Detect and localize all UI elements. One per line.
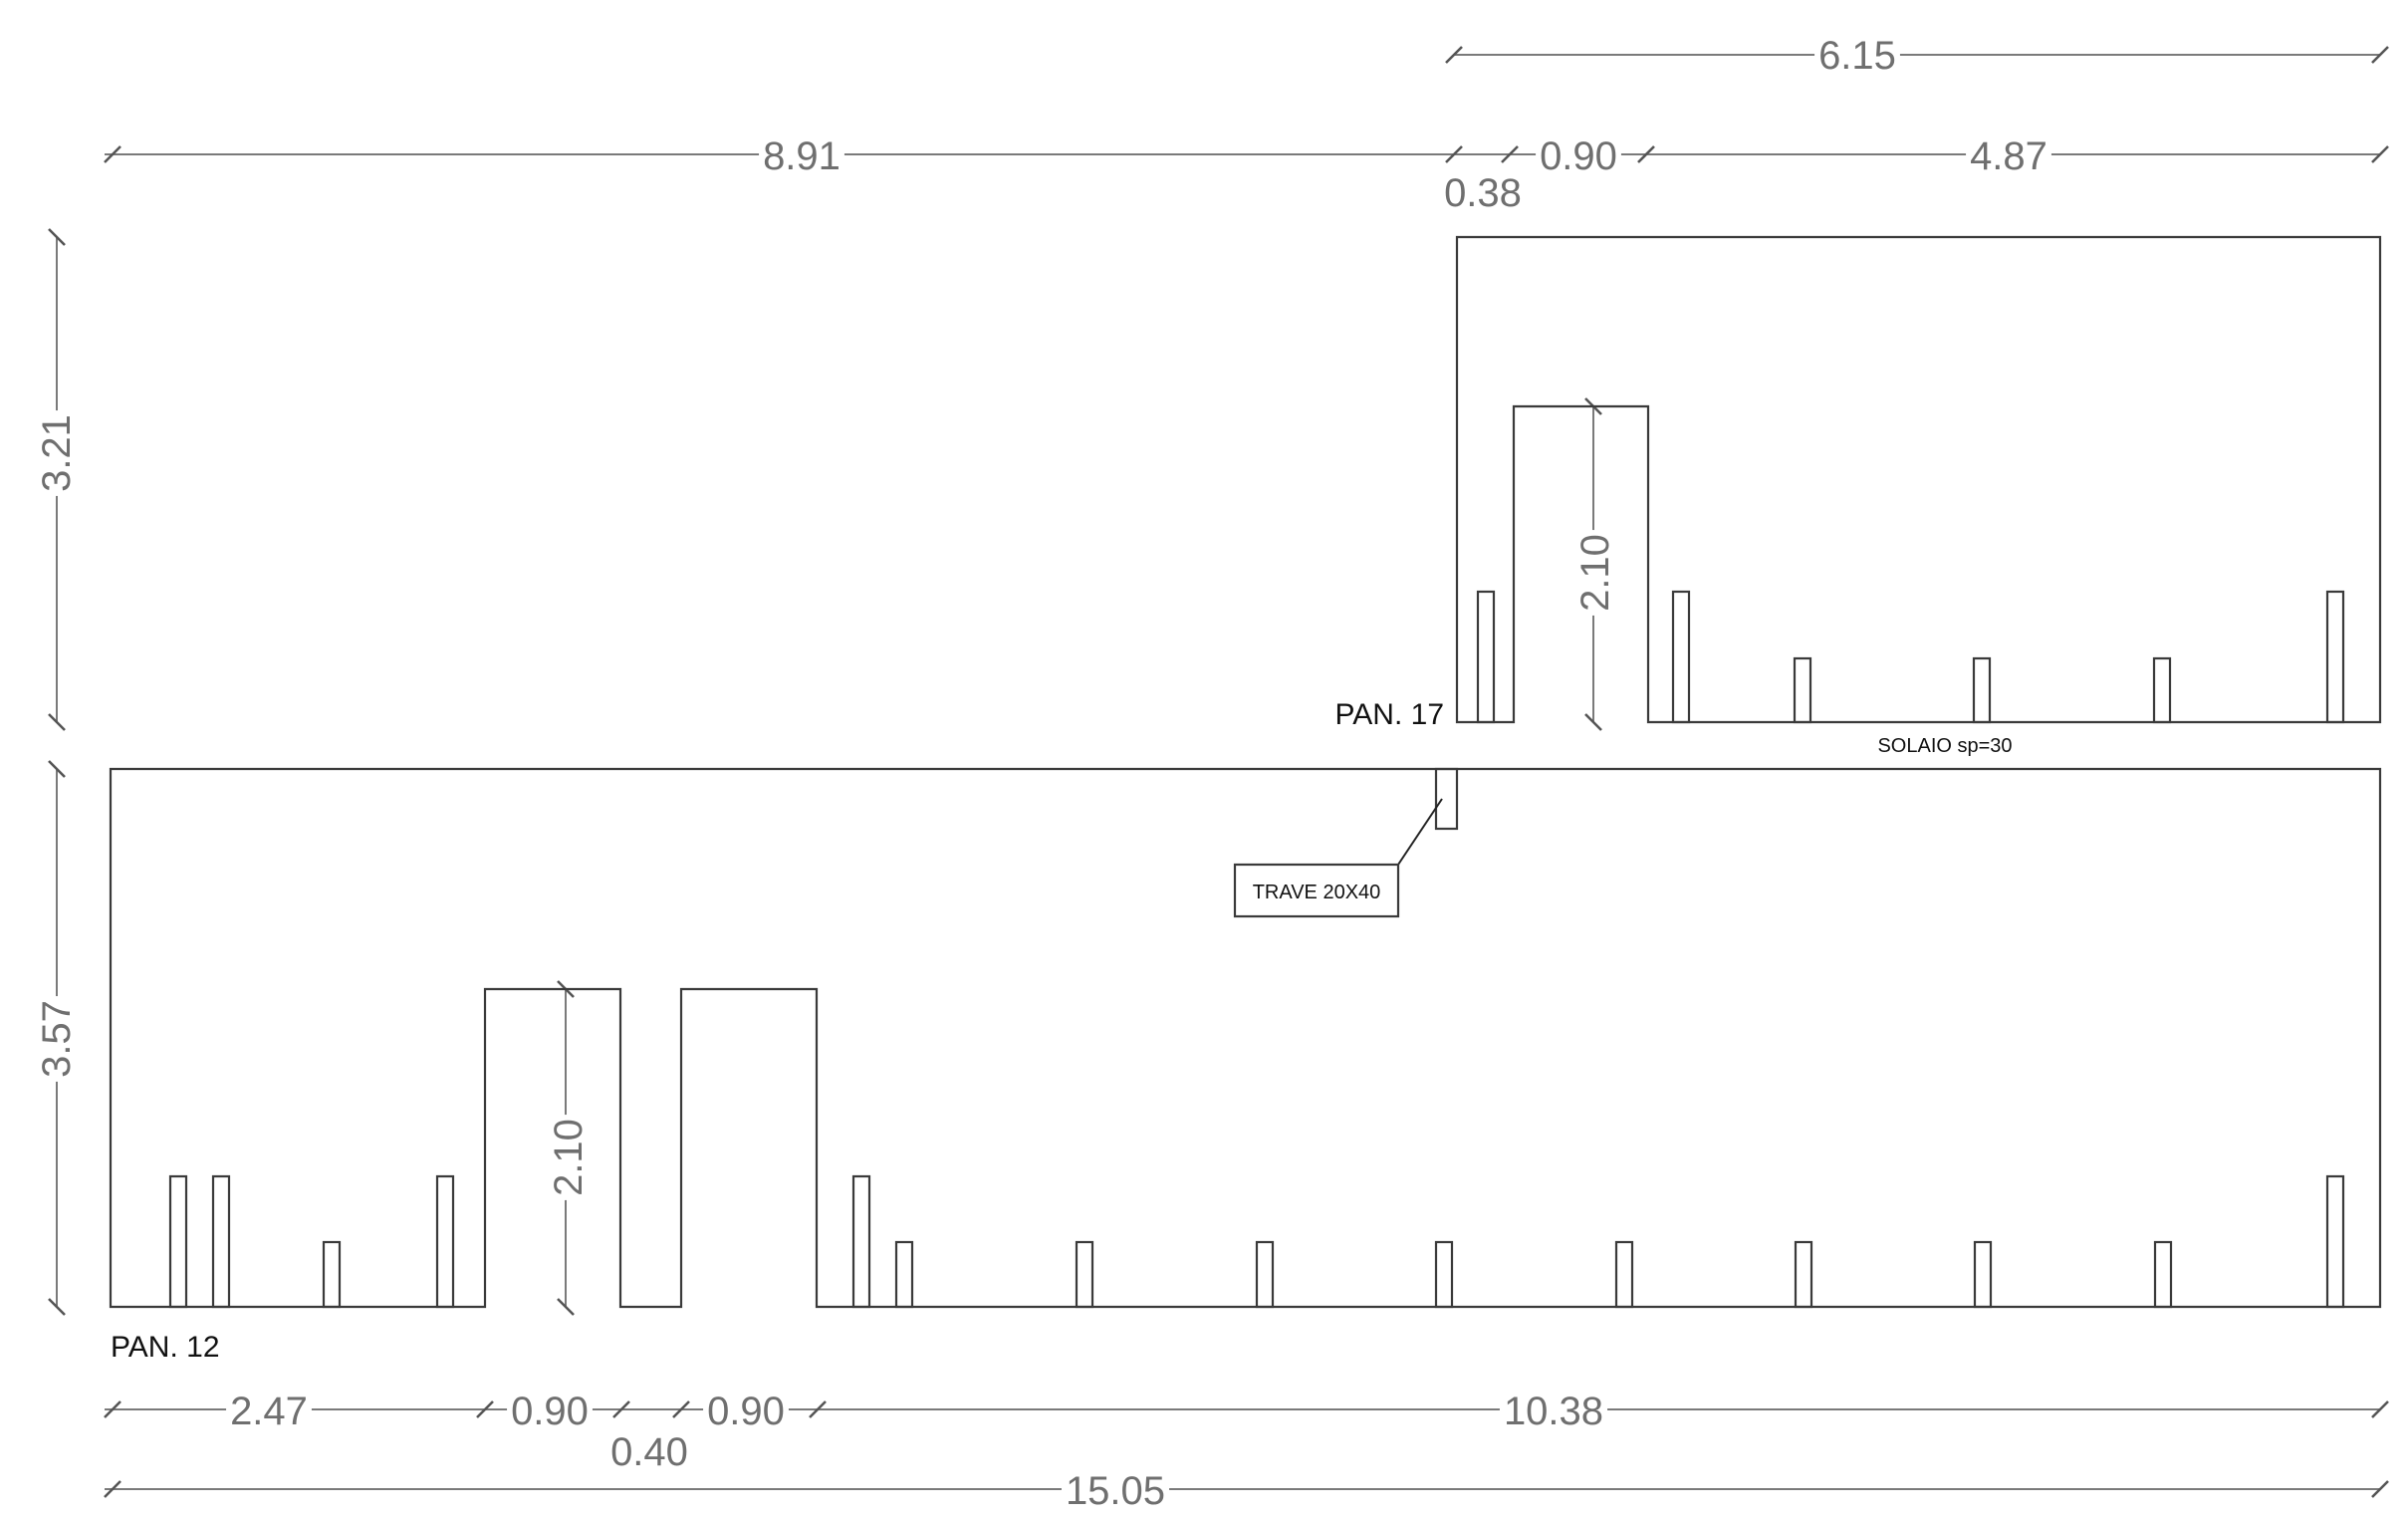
beam: TRAVE 20X40 — [1233, 767, 1459, 918]
tick — [612, 1400, 630, 1418]
tick — [48, 1298, 66, 1316]
beam-label-box — [1233, 863, 1400, 918]
upper-window — [2152, 656, 2172, 724]
tick — [2371, 1480, 2389, 1498]
dim-text-mask — [37, 996, 77, 1082]
upper-window — [1972, 656, 1992, 724]
lower-window — [1794, 1240, 1813, 1309]
dim-text-mask — [549, 1115, 589, 1200]
tick — [104, 1400, 121, 1418]
dim-top-offset: 0.38 — [1444, 171, 1522, 215]
tick — [1584, 713, 1602, 731]
lower-window — [894, 1240, 914, 1309]
tick — [1445, 145, 1463, 163]
dim-top-left: 8.91 — [763, 134, 841, 178]
upper-panel-outline — [1455, 235, 2382, 724]
dim-upper-height: 3.21 — [35, 414, 79, 492]
tick — [1445, 46, 1463, 64]
lower-panel-outline — [109, 767, 2382, 1309]
dim-text-mask — [759, 136, 844, 176]
beam-leader — [1397, 798, 1443, 866]
upper-window — [1793, 656, 1812, 724]
tick — [48, 228, 66, 246]
upper-panel-label: PAN. 17 — [1335, 698, 1445, 731]
dim-upper-door-height: 2.10 — [1573, 534, 1617, 612]
slab-label: SOLAIO sp=30 — [1877, 735, 2012, 757]
dimension-lines — [56, 54, 2380, 1490]
beam-section — [1434, 767, 1459, 831]
upper-panel — [1455, 235, 2382, 724]
lower-window — [1434, 1240, 1454, 1309]
tick — [1501, 145, 1519, 163]
tick — [104, 1480, 121, 1498]
tick — [104, 145, 121, 163]
dim-text-mask — [606, 1432, 692, 1472]
dim-text-mask — [1814, 36, 1900, 76]
dim-text-mask — [1966, 136, 2051, 176]
lower-window — [211, 1174, 231, 1309]
lower-window — [1075, 1240, 1094, 1309]
tick — [2371, 1400, 2389, 1418]
dim-text-mask — [37, 410, 77, 496]
dim-text-mask — [1499, 1392, 1608, 1431]
tick — [48, 760, 66, 778]
beam-label: TRAVE 20X40 — [1253, 882, 1381, 903]
tick — [672, 1400, 690, 1418]
tick — [476, 1400, 494, 1418]
dim-text-mask — [703, 1392, 789, 1431]
dim-text-mask — [1061, 1471, 1170, 1511]
tick — [1637, 145, 1655, 163]
dim-bottom-door2: 0.90 — [707, 1390, 785, 1433]
dim-lower-door-height: 2.10 — [547, 1119, 591, 1196]
dim-text-mask — [1575, 530, 1615, 616]
tick — [48, 713, 66, 731]
lower-window — [2325, 1174, 2345, 1309]
lower-window — [2153, 1240, 2173, 1309]
dimension-ticks — [48, 46, 2389, 1498]
lower-window — [1255, 1240, 1275, 1309]
dim-top-door: 0.90 — [1540, 134, 1617, 178]
lower-window — [168, 1174, 188, 1309]
tick — [2371, 46, 2389, 64]
dim-lower-height: 3.57 — [35, 1000, 79, 1078]
dim-bottom-gap: 0.40 — [610, 1430, 688, 1474]
lower-window — [435, 1174, 455, 1309]
dim-bottom-left: 2.47 — [230, 1390, 308, 1433]
upper-window — [1476, 590, 1496, 724]
tick — [2371, 145, 2389, 163]
lower-panel-label: PAN. 12 — [111, 1331, 220, 1364]
dim-bottom-right: 10.38 — [1504, 1390, 1603, 1433]
dim-text-mask — [226, 1392, 312, 1431]
dim-bottom-total: 15.05 — [1066, 1469, 1165, 1513]
upper-window — [1671, 590, 1691, 724]
lower-window — [1614, 1240, 1634, 1309]
lower-window — [322, 1240, 342, 1309]
lower-panel — [109, 767, 2382, 1309]
tick — [809, 1400, 827, 1418]
dim-top-total: 6.15 — [1818, 34, 1896, 78]
tick — [557, 1298, 575, 1316]
lower-window — [1973, 1240, 1993, 1309]
dim-bottom-door1: 0.90 — [511, 1390, 589, 1433]
dim-top-right: 4.87 — [1970, 134, 2047, 178]
dim-text-mask — [1440, 173, 1526, 213]
dim-text-mask — [507, 1392, 593, 1431]
dimension-texts: 6.15 8.91 0.90 4.87 0.38 3.21 2.10 3.57 … — [35, 34, 2051, 1513]
upper-window — [2325, 590, 2345, 724]
lower-window — [851, 1174, 871, 1309]
dim-text-mask — [1536, 136, 1621, 176]
